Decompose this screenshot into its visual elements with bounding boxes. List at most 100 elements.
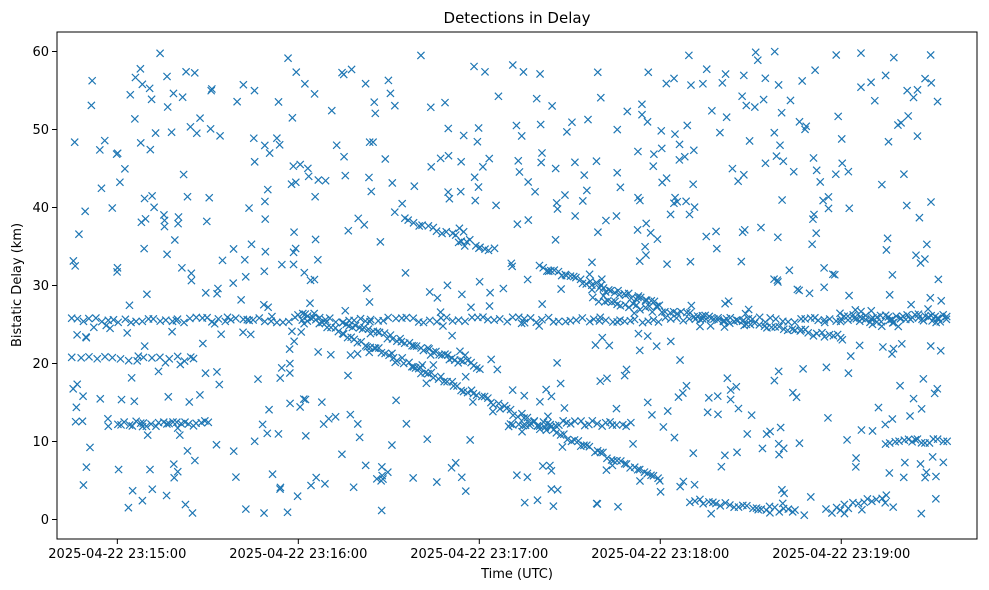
data-point [372, 474, 381, 483]
data-point [376, 237, 385, 246]
data-point [150, 203, 159, 212]
scatter-points [67, 47, 952, 520]
data-point [175, 431, 184, 440]
data-point [478, 162, 487, 171]
data-point [151, 129, 160, 138]
data-point [921, 473, 930, 482]
data-point [296, 160, 305, 169]
data-point [635, 476, 644, 486]
data-point [633, 225, 642, 234]
data-point [71, 261, 80, 270]
data-point [489, 400, 498, 409]
data-point [310, 89, 319, 98]
data-point [387, 441, 396, 450]
data-point [939, 437, 948, 446]
data-point [596, 377, 605, 386]
data-point [512, 471, 521, 480]
data-point [170, 235, 179, 245]
data-point [409, 314, 418, 323]
data-point [840, 509, 849, 518]
data-point [126, 90, 135, 99]
x-tick-label: 2025-04-22 23:16:00 [229, 547, 367, 562]
data-point [931, 472, 940, 481]
data-point [909, 394, 918, 403]
data-point [632, 301, 641, 310]
data-point [783, 326, 792, 335]
data-point [277, 260, 286, 269]
data-point [291, 244, 300, 253]
data-point [933, 97, 942, 106]
data-point [756, 223, 765, 232]
data-point [250, 86, 259, 95]
data-point [508, 60, 517, 70]
data-point [260, 317, 269, 326]
data-point [507, 259, 516, 268]
data-point [795, 117, 804, 126]
data-point [217, 330, 226, 339]
data-point [780, 489, 789, 498]
data-point [451, 458, 460, 467]
data-point [416, 369, 425, 378]
data-point [283, 508, 292, 517]
data-point [485, 301, 494, 311]
data-point [921, 74, 930, 83]
data-point [426, 350, 435, 359]
data-point [258, 420, 267, 429]
data-point [132, 417, 141, 426]
data-point [624, 289, 633, 298]
data-point [100, 136, 109, 145]
data-point [533, 421, 542, 430]
data-point [415, 221, 424, 230]
data-point [720, 316, 729, 325]
data-point [356, 314, 365, 323]
data-point [524, 216, 533, 225]
data-point [615, 290, 624, 299]
data-point [140, 194, 149, 203]
data-point [904, 111, 913, 120]
data-point [204, 418, 213, 427]
data-point [556, 379, 565, 388]
data-point [593, 419, 602, 428]
data-point [798, 76, 807, 85]
data-point [172, 316, 181, 325]
data-point [182, 67, 191, 76]
data-point [263, 429, 272, 438]
data-point [629, 439, 638, 448]
data-point [141, 214, 150, 223]
data-point [761, 159, 770, 168]
data-point [713, 392, 722, 401]
data-point [812, 166, 821, 175]
x-axis-title: Time (UTC) [480, 567, 553, 582]
data-point [571, 211, 580, 221]
data-point [366, 315, 375, 324]
data-point [290, 337, 299, 346]
data-point [538, 300, 547, 309]
data-point [594, 297, 603, 306]
data-point [409, 473, 418, 482]
y-tick-label: 50 [32, 123, 49, 138]
data-point [836, 333, 845, 342]
data-point [812, 229, 821, 238]
data-point [146, 145, 155, 154]
data-point [598, 448, 607, 457]
data-point [643, 117, 652, 126]
data-point [419, 346, 428, 355]
data-point [353, 419, 362, 428]
data-point [347, 65, 356, 74]
data-point [567, 118, 576, 127]
data-point [291, 178, 300, 187]
data-point [775, 450, 784, 459]
data-point [260, 267, 269, 276]
data-point [79, 317, 88, 326]
data-point [663, 407, 672, 416]
data-point [145, 84, 154, 93]
data-point [655, 476, 664, 485]
data-point [250, 157, 259, 166]
data-point [867, 306, 876, 315]
data-point [127, 373, 136, 382]
data-point [78, 417, 87, 426]
data-point [926, 50, 935, 60]
data-point [457, 157, 466, 166]
data-point [285, 368, 294, 378]
data-point [682, 381, 691, 390]
